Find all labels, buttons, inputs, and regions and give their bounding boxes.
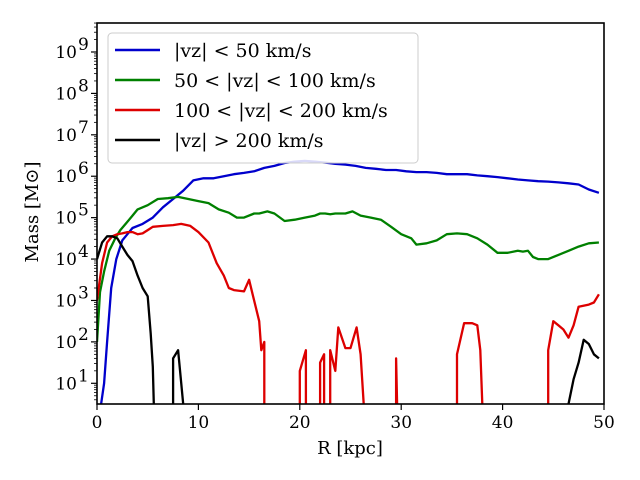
series-segment-2-1 xyxy=(318,353,326,404)
y-tick-exponent: 1 xyxy=(78,366,89,386)
y-tick-exponent: 6 xyxy=(78,159,89,179)
y-tick-label: 10 xyxy=(55,374,77,394)
y-tick-exponent: 9 xyxy=(78,35,89,55)
legend: |vz| < 50 km/s 50 < |vz| < 100 km/s 100 < … xyxy=(107,32,419,164)
x-tick-label: 30 xyxy=(390,413,412,433)
y-tick-label: 10 xyxy=(55,333,77,353)
y-tick-label: 10 xyxy=(55,291,77,311)
legend-box xyxy=(107,32,419,164)
y-tick-exponent: 5 xyxy=(78,201,89,221)
y-axis-label: Mass [M⊙] xyxy=(22,162,43,263)
series-segment-2-2 xyxy=(329,326,365,404)
series-segment-3-7 xyxy=(567,338,600,404)
plot-frame xyxy=(96,22,605,405)
axes-layer xyxy=(96,22,605,405)
y-tick-label: 10 xyxy=(55,84,77,104)
y-tick-label: 10 xyxy=(55,43,77,63)
series-segment-2-3 xyxy=(394,357,399,404)
y-tick-exponent: 2 xyxy=(78,325,89,345)
legend-label: 50 < |vz| < 100 km/s xyxy=(174,70,376,92)
series-line-3 xyxy=(97,235,155,404)
series-segment-2-4 xyxy=(455,322,484,404)
legend-label: |vz| < 50 km/s xyxy=(174,40,311,62)
y-tick-exponent: 8 xyxy=(78,76,89,96)
series-segment-2-5 xyxy=(547,293,600,404)
x-axis-label: R [kpc] xyxy=(317,438,383,459)
x-tick-label: 50 xyxy=(593,413,615,433)
y-tick-label: 10 xyxy=(55,126,77,146)
x-tick-label: 40 xyxy=(492,413,514,433)
x-tick-label: 20 xyxy=(289,413,311,433)
series-layer xyxy=(97,159,600,404)
y-tick-exponent: 4 xyxy=(78,242,89,262)
series-segment-2-0 xyxy=(298,349,308,404)
legend-label: |vz| > 200 km/s xyxy=(174,130,324,152)
series-line-1 xyxy=(97,195,599,342)
series-segment-3-6 xyxy=(171,349,185,404)
x-tick-label: 10 xyxy=(188,413,210,433)
legend-label: 100 < |vz| < 200 km/s xyxy=(174,100,388,122)
y-tick-label: 10 xyxy=(55,250,77,270)
y-tick-exponent: 7 xyxy=(78,118,89,138)
series-line-2 xyxy=(97,222,266,404)
y-tick-exponent: 3 xyxy=(78,283,89,303)
x-tick-label: 0 xyxy=(92,413,103,433)
y-tick-label: 10 xyxy=(55,209,77,229)
y-tick-label: 10 xyxy=(55,167,77,187)
